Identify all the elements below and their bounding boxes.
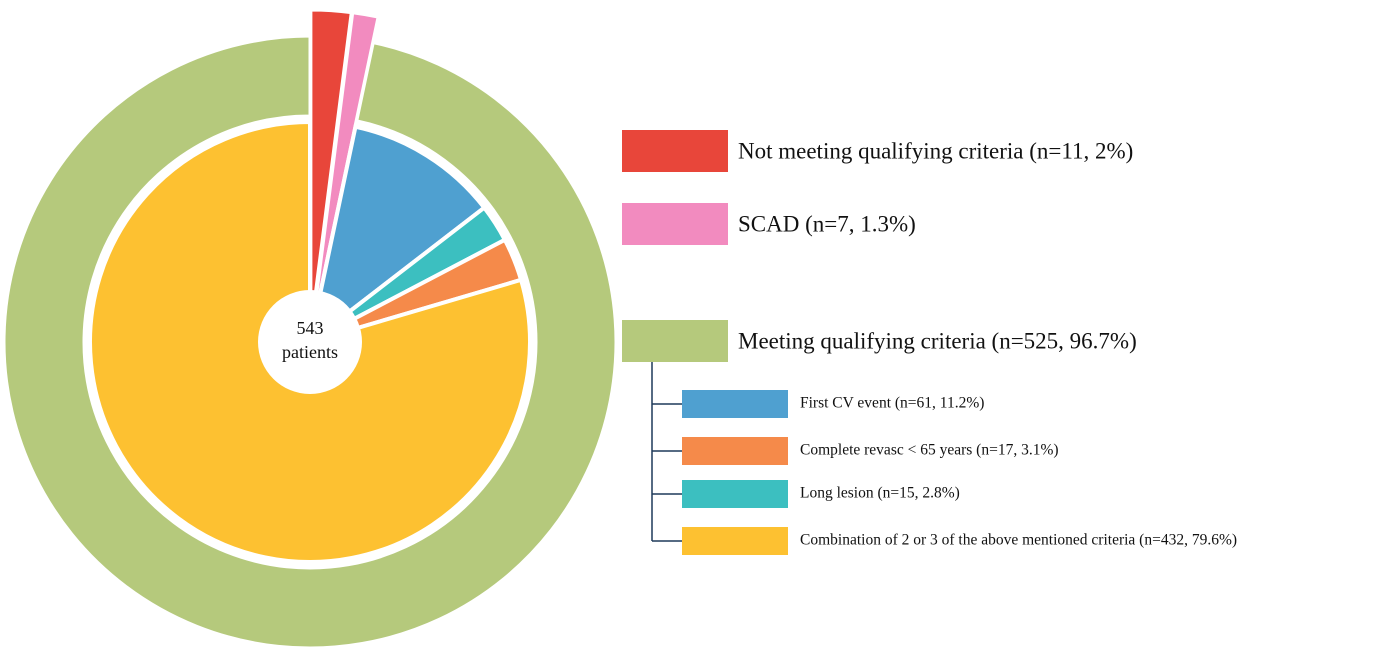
inner-slice: [306, 124, 488, 347]
legend-swatch: [682, 390, 788, 418]
legend-label: Not meeting qualifying criteria (n=11, 2…: [738, 138, 1133, 163]
legend-label: Complete revasc < 65 years (n=17, 3.1%): [800, 442, 1059, 459]
center-label: patients: [282, 342, 338, 362]
legend-swatch: [682, 480, 788, 508]
legend: Not meeting qualifying criteria (n=11, 2…: [622, 130, 1237, 555]
legend-tree: [651, 362, 682, 542]
legend-swatch: [622, 320, 728, 362]
legend-label: Long lesion (n=15, 2.8%): [800, 485, 960, 502]
center-label: 543: [297, 318, 324, 338]
legend-swatch: [622, 203, 728, 245]
legend-label: Combination of 2 or 3 of the above menti…: [800, 532, 1237, 549]
legend-label: SCAD (n=7, 1.3%): [738, 211, 916, 236]
outer-slice: [2, 34, 618, 650]
legend-label: First CV event (n=61, 11.2%): [800, 395, 984, 412]
legend-label: Meeting qualifying criteria (n=525, 96.7…: [738, 328, 1137, 353]
center-hole: [258, 290, 362, 394]
legend-swatch: [682, 437, 788, 465]
legend-swatch: [622, 130, 728, 172]
pie: 543 patients: [2, 8, 618, 650]
legend-swatch: [682, 527, 788, 555]
